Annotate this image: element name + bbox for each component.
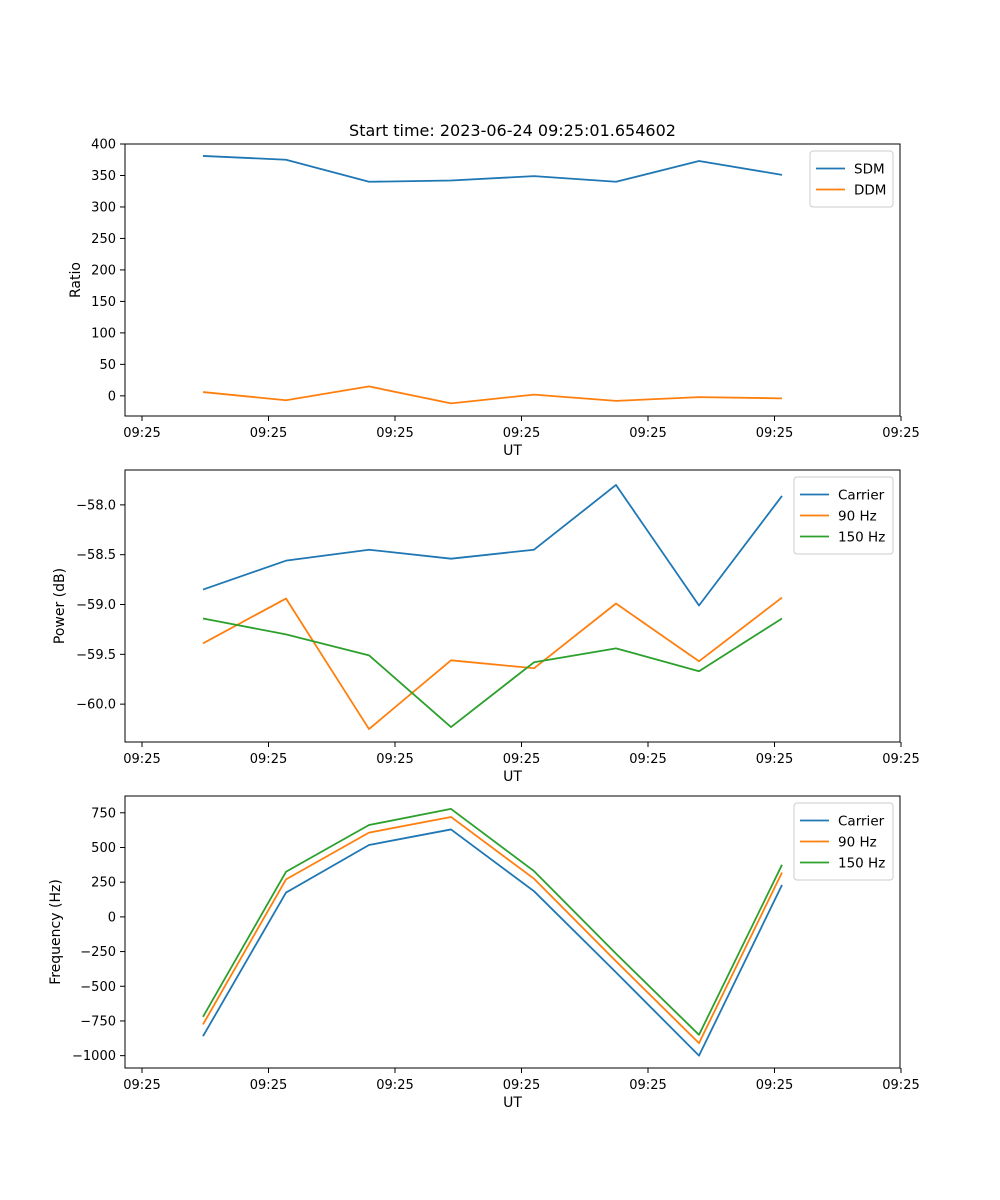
x-tick-label: 09:25	[756, 752, 793, 767]
x-tick-label: 09:25	[123, 752, 160, 767]
x-axis-label: UT	[503, 769, 522, 785]
y-tick-label: 350	[91, 169, 116, 184]
x-axis-label: UT	[503, 1095, 522, 1111]
y-tick-label: 100	[91, 326, 116, 341]
y-tick-label: −59.0	[76, 598, 116, 613]
legend-box	[793, 802, 894, 881]
x-tick-label: 09:25	[756, 1078, 793, 1093]
x-tick-label: 09:25	[250, 426, 287, 441]
series-line-90-hz	[202, 816, 783, 1045]
y-tick-label: 50	[99, 358, 116, 373]
series-line-carrier	[202, 484, 783, 607]
x-axis-label: UT	[503, 443, 522, 459]
x-tick-label: 09:25	[756, 426, 793, 441]
y-tick-label: 250	[91, 876, 116, 891]
series-line-carrier	[202, 828, 783, 1057]
plot-area-frame	[124, 795, 901, 1069]
y-tick-label: −60.0	[76, 698, 116, 713]
x-tick-label: 09:25	[629, 426, 666, 441]
y-axis-label: Power (dB)	[52, 568, 68, 644]
x-tick-label: 09:25	[123, 426, 160, 441]
legend-label: Carrier	[838, 488, 885, 504]
x-tick-label: 09:25	[376, 752, 413, 767]
legend-label: 90 Hz	[838, 509, 877, 525]
chart-panel-1: 09:25 09:25 09:25 09:25 09:25 09:25 09:25 0 50 10…	[68, 138, 920, 460]
x-tick-label: 09:25	[629, 752, 666, 767]
y-tick-label: 750	[91, 806, 116, 821]
x-tick-label: 09:25	[503, 752, 540, 767]
y-tick-label: −58.5	[76, 548, 116, 563]
series-line-sdm	[202, 155, 783, 183]
y-tick-label: −750	[80, 1014, 116, 1029]
x-tick-label: 09:25	[376, 1078, 413, 1093]
plot-area-frame	[124, 469, 901, 743]
legend-label: DDM	[854, 183, 886, 199]
series-line-150-hz	[202, 808, 783, 1036]
x-tick-label: 09:25	[882, 752, 919, 767]
plot-area-frame	[124, 143, 901, 417]
legend-label: Carrier	[838, 814, 885, 830]
legend-label: 90 Hz	[838, 835, 877, 851]
legend-box	[793, 476, 894, 555]
series-line-90-hz	[202, 596, 783, 730]
legend-label: 150 Hz	[838, 530, 885, 546]
x-tick-label: 09:25	[376, 426, 413, 441]
x-tick-label: 09:25	[123, 1078, 160, 1093]
y-tick-label: 150	[91, 295, 116, 310]
y-tick-label: −58.0	[76, 498, 116, 513]
y-tick-label: −59.5	[76, 648, 116, 663]
x-tick-label: 09:25	[250, 752, 287, 767]
legend-label: 150 Hz	[838, 856, 885, 872]
y-tick-label: 200	[91, 263, 116, 278]
chart-panel-3: 09:25 09:25 09:25 09:25 09:25 09:25 09:25 −1000…	[48, 795, 920, 1111]
y-axis-label: Frequency (Hz)	[48, 879, 64, 985]
y-axis-label: Ratio	[68, 262, 84, 298]
y-tick-label: −500	[80, 980, 116, 995]
y-tick-label: −250	[80, 945, 116, 960]
y-tick-label: 0	[108, 389, 116, 404]
legend: Carrier 90 Hz 150 Hz	[793, 802, 894, 881]
y-tick-label: 500	[91, 841, 116, 856]
x-tick-label: 09:25	[882, 426, 919, 441]
x-tick-label: 09:25	[882, 1078, 919, 1093]
y-tick-label: 250	[91, 232, 116, 247]
series-line-ddm	[202, 385, 783, 405]
x-tick-label: 09:25	[503, 426, 540, 441]
legend: SDM DDM	[809, 150, 894, 208]
y-tick-label: 400	[91, 138, 116, 153]
legend-label: SDM	[854, 162, 885, 178]
legend: Carrier 90 Hz 150 Hz	[793, 476, 894, 555]
x-tick-label: 09:25	[629, 1078, 666, 1093]
y-tick-label: 300	[91, 200, 116, 215]
x-tick-label: 09:25	[503, 1078, 540, 1093]
series-line-150-hz	[202, 617, 783, 728]
chart-panel-2: 09:25 09:25 09:25 09:25 09:25 09:25 09:25 −60.0…	[52, 469, 920, 785]
legend-box	[809, 150, 894, 208]
y-tick-label: −1000	[72, 1049, 116, 1064]
figure-title: Start time: 2023-06-24 09:25:01.654602	[349, 121, 676, 140]
y-tick-label: 0	[108, 910, 116, 925]
x-tick-label: 09:25	[250, 1078, 287, 1093]
